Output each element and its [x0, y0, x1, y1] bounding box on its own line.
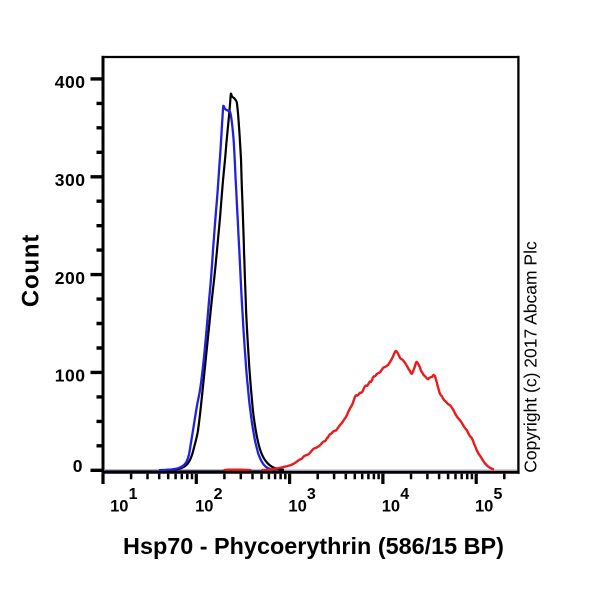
- svg-text:5: 5: [494, 486, 503, 503]
- svg-text:10: 10: [288, 498, 306, 516]
- svg-text:2: 2: [214, 486, 223, 503]
- svg-text:Hsp70 - Phycoerythrin (586/15: Hsp70 - Phycoerythrin (586/15 BP): [123, 533, 504, 559]
- svg-text:0: 0: [73, 456, 83, 476]
- svg-text:300: 300: [55, 170, 86, 190]
- svg-text:4: 4: [400, 486, 409, 503]
- svg-text:10: 10: [110, 498, 128, 516]
- svg-text:10: 10: [195, 498, 213, 516]
- svg-text:3: 3: [307, 486, 316, 503]
- svg-text:200: 200: [55, 268, 86, 288]
- svg-text:Copyright (c) 2017 Abcam Plc: Copyright (c) 2017 Abcam Plc: [521, 241, 541, 473]
- svg-text:400: 400: [55, 72, 86, 92]
- svg-text:Count: Count: [17, 234, 44, 307]
- svg-text:10: 10: [475, 498, 493, 516]
- svg-text:100: 100: [55, 366, 86, 386]
- svg-text:10: 10: [382, 498, 400, 516]
- svg-text:1: 1: [129, 486, 138, 503]
